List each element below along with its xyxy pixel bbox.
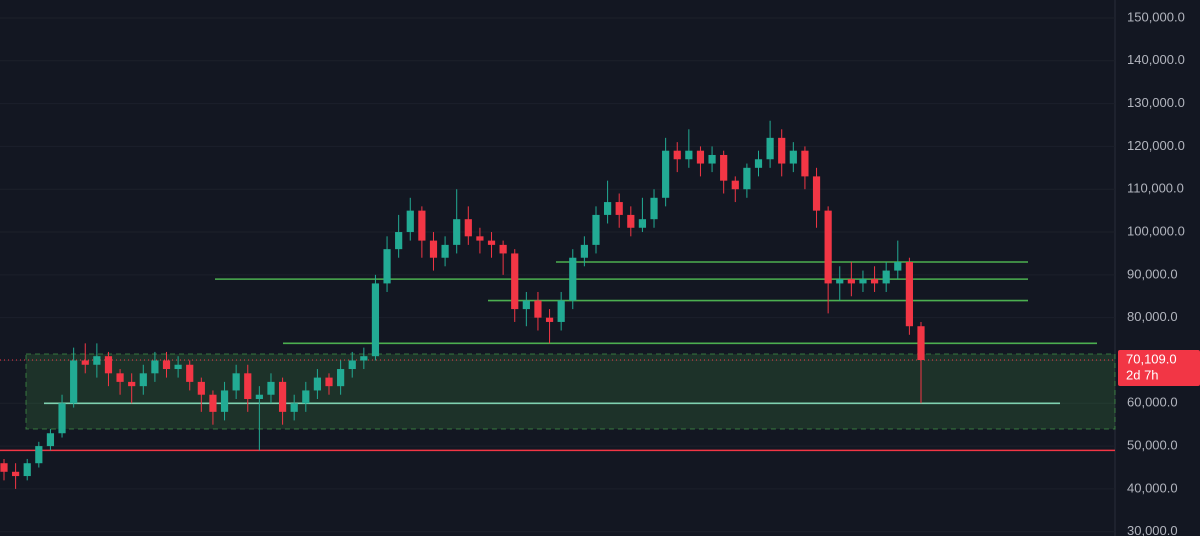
zone bbox=[25, 353, 1116, 430]
candle-body bbox=[116, 373, 124, 382]
candle-body bbox=[499, 244, 507, 254]
candle-body bbox=[0, 463, 8, 472]
candle-body bbox=[870, 279, 879, 284]
candle-body bbox=[441, 244, 449, 258]
candle-body bbox=[580, 244, 588, 258]
candle-body bbox=[766, 137, 774, 160]
candle-body bbox=[360, 356, 368, 361]
candle-body bbox=[197, 381, 205, 395]
candle-body bbox=[545, 317, 554, 322]
candle-body bbox=[81, 360, 89, 365]
y-tick-label: 80,000.0 bbox=[1127, 309, 1178, 324]
candle-body bbox=[429, 240, 438, 258]
candle-body bbox=[302, 390, 310, 404]
candle-body bbox=[395, 232, 403, 250]
candle-body bbox=[708, 154, 716, 164]
candle-body bbox=[186, 364, 194, 382]
candle-body bbox=[905, 262, 913, 327]
y-tick-label: 50,000.0 bbox=[1127, 438, 1178, 453]
candle-body bbox=[267, 381, 275, 395]
candle-body bbox=[174, 364, 182, 370]
candle-body bbox=[35, 446, 43, 464]
candle-body bbox=[313, 377, 322, 391]
candle-body bbox=[244, 373, 252, 400]
candle-body bbox=[383, 249, 391, 284]
candle-body bbox=[731, 180, 739, 190]
candle-body bbox=[557, 300, 565, 322]
candle-body bbox=[70, 360, 78, 404]
candle-body bbox=[847, 279, 855, 284]
candle-body bbox=[162, 360, 171, 370]
candle-body bbox=[464, 219, 472, 237]
y-tick-label: 140,000.0 bbox=[1127, 52, 1185, 67]
y-tick-label: 60,000.0 bbox=[1127, 395, 1178, 410]
candle-body bbox=[615, 202, 623, 215]
candle-body bbox=[882, 270, 890, 284]
candle-body bbox=[662, 150, 670, 198]
candle-body bbox=[778, 137, 786, 164]
y-tick-label: 150,000.0 bbox=[1127, 9, 1185, 24]
candle-body bbox=[673, 150, 681, 160]
candle-body bbox=[917, 326, 925, 361]
candle-body bbox=[836, 279, 844, 284]
candle-body bbox=[255, 394, 263, 400]
candle-body bbox=[638, 219, 647, 228]
candle-body bbox=[139, 373, 147, 387]
candle-body bbox=[894, 262, 902, 271]
candle-body bbox=[603, 202, 612, 215]
candle-body bbox=[325, 377, 333, 387]
y-tick-label: 120,000.0 bbox=[1127, 138, 1185, 153]
candle-body bbox=[859, 279, 867, 284]
candle-body bbox=[824, 210, 832, 284]
y-tick-label: 40,000.0 bbox=[1127, 480, 1178, 495]
candle-body bbox=[476, 236, 484, 241]
candle-body bbox=[511, 253, 519, 310]
candle-body bbox=[453, 219, 461, 245]
candle-body bbox=[812, 176, 821, 211]
candle-body bbox=[12, 471, 20, 477]
candle-body bbox=[406, 210, 414, 233]
candle-body bbox=[104, 356, 113, 374]
candle-body bbox=[337, 369, 345, 387]
candle-body bbox=[93, 356, 101, 365]
candle-body bbox=[487, 240, 496, 245]
candle-body bbox=[209, 394, 217, 412]
y-tick-label: 110,000.0 bbox=[1127, 181, 1184, 196]
candle-body bbox=[592, 214, 600, 245]
y-tick-label: 100,000.0 bbox=[1127, 223, 1185, 238]
candle-body bbox=[371, 283, 380, 357]
candle-body bbox=[627, 214, 635, 228]
candle-body bbox=[128, 381, 136, 387]
candle-body bbox=[418, 210, 426, 241]
candle-body bbox=[23, 463, 31, 477]
y-tick-label: 30,000.0 bbox=[1127, 523, 1178, 536]
candle-body bbox=[232, 373, 240, 391]
candle-body bbox=[685, 150, 693, 160]
candle-body bbox=[650, 197, 658, 220]
candle-body bbox=[801, 150, 809, 177]
countdown: 2d 7h bbox=[1126, 367, 1159, 382]
candle-body bbox=[743, 167, 751, 190]
y-tick-label: 90,000.0 bbox=[1127, 266, 1178, 281]
candle-body bbox=[534, 300, 542, 318]
last-price-label: 70,109.0 bbox=[1126, 351, 1177, 366]
candle-body bbox=[754, 159, 763, 168]
last-price-box bbox=[1118, 350, 1200, 387]
candle-body bbox=[290, 403, 298, 412]
candle-body bbox=[789, 150, 797, 164]
y-tick-label: 130,000.0 bbox=[1127, 95, 1185, 110]
candle-body bbox=[46, 433, 55, 447]
candle-body bbox=[569, 257, 577, 301]
candle-body bbox=[720, 154, 728, 181]
candle-body bbox=[696, 150, 705, 164]
candle-body bbox=[278, 381, 287, 412]
candle-body bbox=[522, 300, 530, 310]
candle-body bbox=[151, 360, 159, 374]
candle-body bbox=[348, 360, 356, 370]
candle-body bbox=[58, 403, 66, 434]
candle-body bbox=[220, 390, 229, 412]
